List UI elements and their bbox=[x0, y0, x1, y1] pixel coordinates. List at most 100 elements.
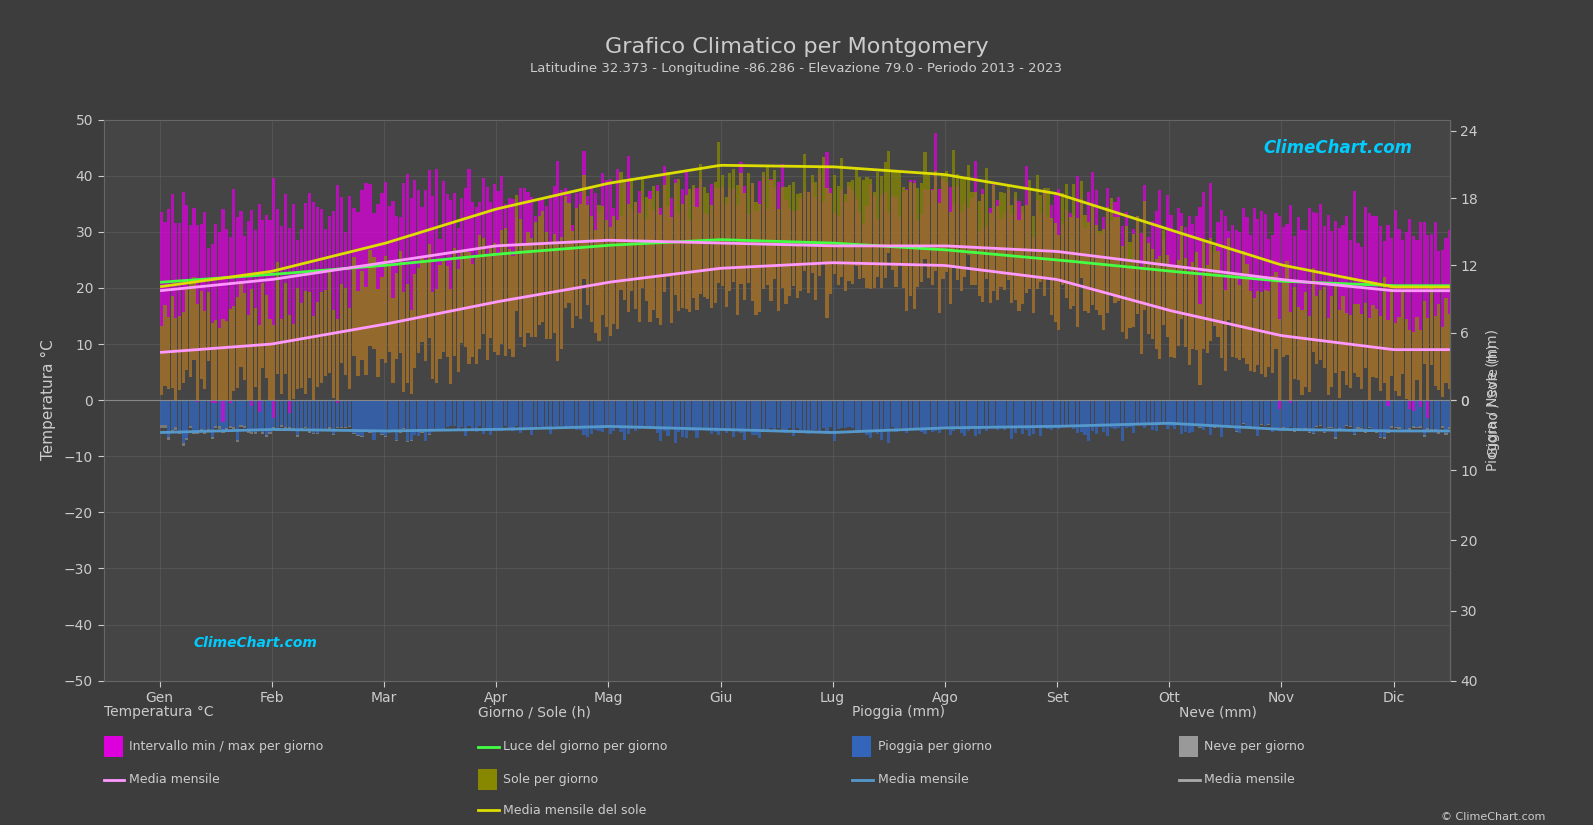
Bar bbox=[432, 292, 435, 380]
Bar bbox=[523, 188, 526, 346]
Bar bbox=[497, 254, 500, 355]
Bar bbox=[1139, 400, 1142, 424]
Bar bbox=[1114, 217, 1117, 304]
Bar bbox=[739, 400, 742, 433]
Bar bbox=[349, 400, 352, 426]
Bar bbox=[1053, 196, 1056, 322]
Bar bbox=[1372, 430, 1375, 431]
Bar bbox=[288, 427, 292, 429]
Bar bbox=[836, 400, 840, 429]
Bar bbox=[924, 152, 927, 259]
Bar bbox=[902, 192, 905, 288]
Bar bbox=[728, 173, 731, 291]
Bar bbox=[586, 205, 589, 305]
Bar bbox=[250, 289, 253, 400]
Bar bbox=[398, 252, 401, 353]
Bar bbox=[637, 400, 640, 429]
Text: Grafico Climatico per Montgomery: Grafico Climatico per Montgomery bbox=[605, 37, 988, 57]
Bar bbox=[406, 400, 409, 441]
Bar bbox=[435, 290, 438, 383]
Bar bbox=[784, 186, 787, 304]
Bar bbox=[387, 400, 390, 432]
Bar bbox=[545, 232, 548, 339]
Bar bbox=[1187, 271, 1190, 365]
Bar bbox=[1341, 430, 1344, 431]
Bar bbox=[688, 400, 691, 431]
Bar bbox=[814, 182, 817, 299]
Bar bbox=[333, 400, 336, 434]
Bar bbox=[1434, 429, 1437, 431]
Bar bbox=[1357, 427, 1359, 429]
Bar bbox=[736, 400, 739, 430]
Bar bbox=[164, 305, 167, 386]
Bar bbox=[1198, 400, 1201, 427]
Bar bbox=[640, 178, 644, 288]
Bar bbox=[717, 400, 720, 436]
Bar bbox=[959, 400, 962, 433]
Bar bbox=[773, 170, 776, 279]
Bar bbox=[276, 262, 279, 375]
Bar bbox=[296, 400, 299, 435]
Bar bbox=[755, 210, 758, 315]
Bar bbox=[575, 193, 578, 316]
Bar bbox=[526, 232, 529, 333]
Bar bbox=[623, 179, 626, 300]
Bar bbox=[368, 184, 371, 346]
Bar bbox=[660, 208, 663, 325]
Bar bbox=[446, 266, 449, 356]
Bar bbox=[847, 186, 851, 281]
Bar bbox=[1013, 198, 1016, 300]
Bar bbox=[822, 157, 825, 263]
Bar bbox=[225, 320, 228, 399]
Bar bbox=[941, 400, 945, 428]
Bar bbox=[1274, 400, 1278, 429]
Bar bbox=[1004, 213, 1007, 290]
Bar bbox=[478, 235, 481, 349]
Bar bbox=[714, 400, 717, 431]
Bar bbox=[605, 180, 609, 327]
Bar bbox=[1024, 166, 1027, 294]
Bar bbox=[1209, 183, 1212, 341]
Text: Neve per giorno: Neve per giorno bbox=[1204, 740, 1305, 753]
Bar bbox=[1319, 426, 1322, 427]
Bar bbox=[725, 400, 728, 432]
Bar bbox=[1169, 215, 1172, 357]
Bar bbox=[1360, 400, 1364, 427]
Bar bbox=[199, 429, 202, 431]
Bar bbox=[427, 400, 430, 434]
Bar bbox=[1297, 400, 1300, 428]
Bar bbox=[199, 224, 202, 379]
Bar bbox=[1192, 262, 1195, 349]
Bar bbox=[225, 400, 228, 428]
Bar bbox=[1289, 205, 1292, 403]
Bar bbox=[800, 192, 803, 291]
Bar bbox=[276, 430, 279, 431]
Bar bbox=[806, 192, 809, 293]
Bar bbox=[406, 284, 409, 383]
Bar bbox=[1327, 427, 1330, 428]
Bar bbox=[178, 431, 182, 434]
Bar bbox=[1032, 400, 1035, 434]
Bar bbox=[1364, 400, 1367, 431]
Bar bbox=[924, 400, 927, 434]
Bar bbox=[795, 194, 798, 298]
Bar bbox=[967, 400, 970, 431]
Bar bbox=[645, 219, 648, 301]
Bar bbox=[233, 427, 236, 429]
Bar bbox=[840, 190, 843, 277]
Bar bbox=[1246, 400, 1249, 428]
Bar bbox=[1278, 400, 1281, 431]
Bar bbox=[503, 228, 507, 356]
Bar bbox=[1364, 304, 1367, 369]
Bar bbox=[489, 202, 492, 338]
Bar bbox=[492, 400, 495, 431]
Bar bbox=[1502, 326, 1505, 400]
Bar bbox=[1357, 243, 1359, 377]
Bar bbox=[159, 426, 162, 428]
Bar bbox=[847, 400, 851, 427]
Bar bbox=[556, 161, 559, 361]
Bar bbox=[1423, 400, 1426, 435]
Bar bbox=[747, 214, 750, 283]
Bar bbox=[919, 400, 922, 431]
Bar bbox=[836, 216, 840, 285]
